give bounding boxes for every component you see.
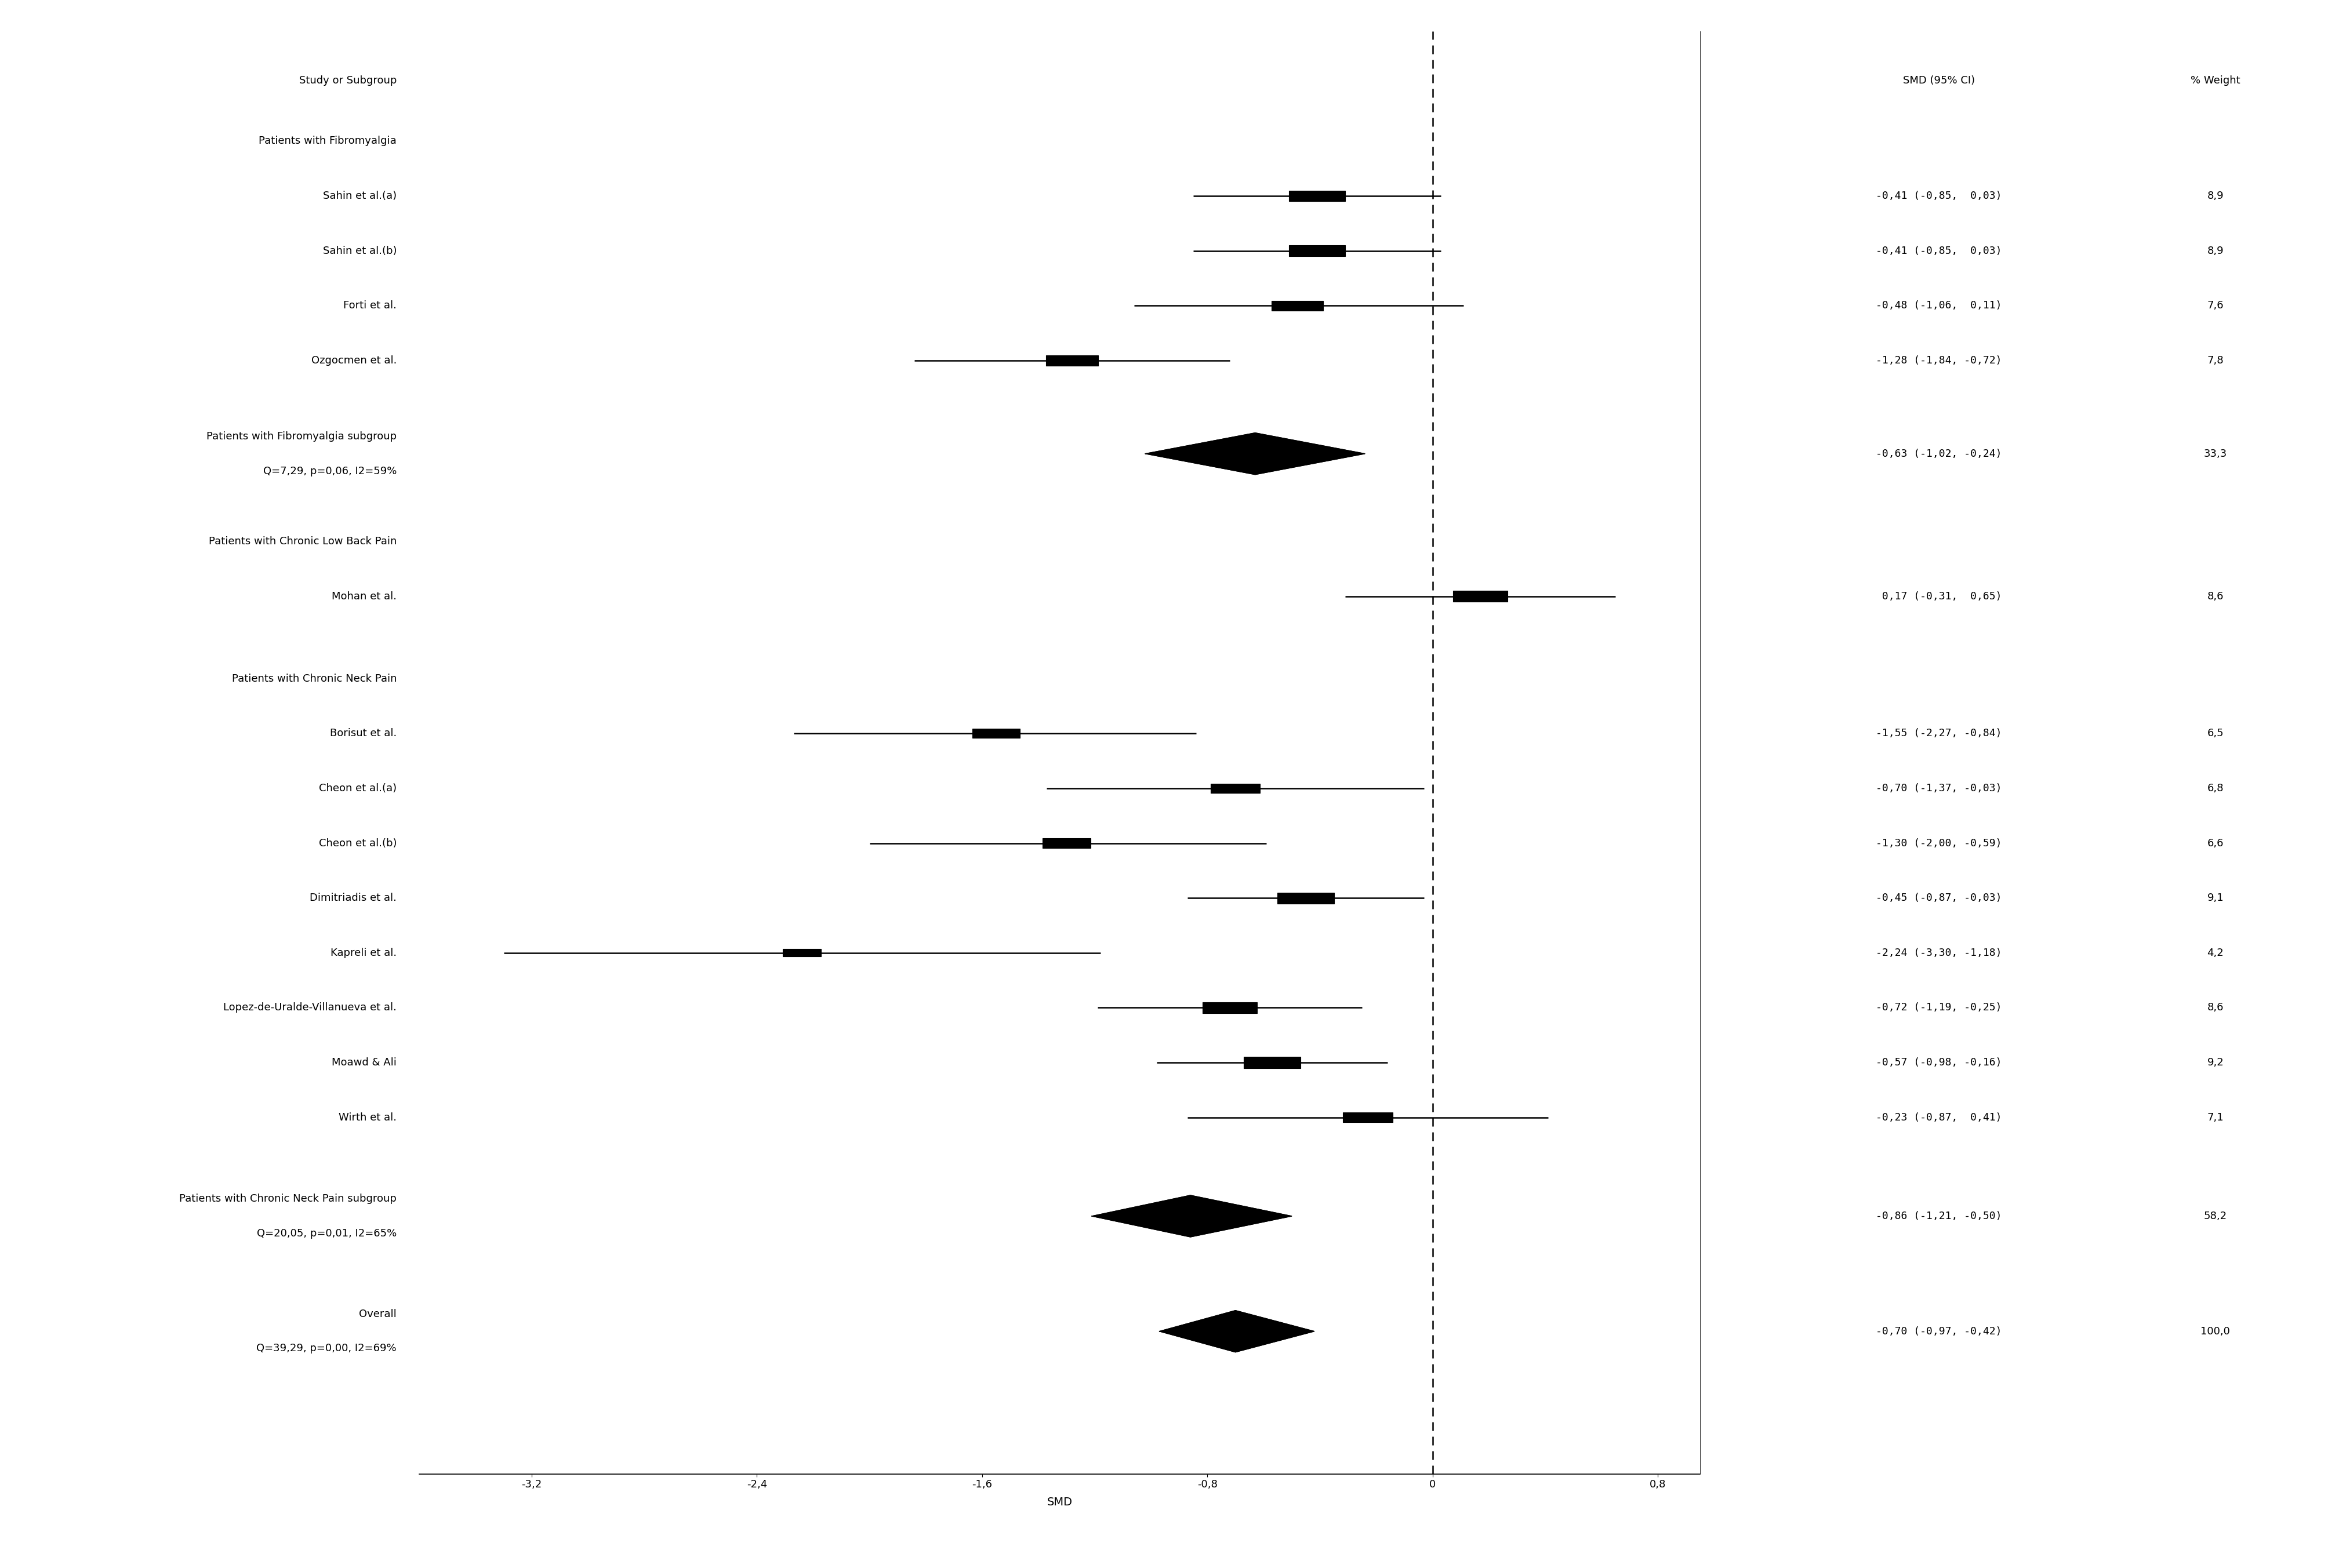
Text: -0,72 (-1,19, -0,25): -0,72 (-1,19, -0,25) (1876, 1002, 2002, 1013)
Text: 4,2: 4,2 (2207, 947, 2223, 958)
Text: Ozgocmen et al.: Ozgocmen et al. (312, 356, 396, 365)
Bar (1211, 784, 1259, 793)
Text: -1,30 (-2,00, -0,59): -1,30 (-2,00, -0,59) (1876, 837, 2002, 848)
Bar (1453, 591, 1509, 602)
Text: Patients with Chronic Low Back Pain: Patients with Chronic Low Back Pain (210, 536, 396, 547)
Text: 7,8: 7,8 (2207, 356, 2223, 365)
Text: 100,0: 100,0 (2200, 1327, 2230, 1336)
Text: Cheon et al.(a): Cheon et al.(a) (319, 782, 396, 793)
Text: Patients with Fibromyalgia subgroup: Patients with Fibromyalgia subgroup (207, 431, 396, 442)
Bar (1290, 190, 1346, 201)
Text: -0,45 (-0,87, -0,03): -0,45 (-0,87, -0,03) (1876, 892, 2002, 903)
Text: Patients with Chronic Neck Pain: Patients with Chronic Neck Pain (230, 673, 396, 684)
Text: 58,2: 58,2 (2202, 1210, 2226, 1221)
Text: -1,55 (-2,27, -0,84): -1,55 (-2,27, -0,84) (1876, 728, 2002, 739)
Text: -2,24 (-3,30, -1,18): -2,24 (-3,30, -1,18) (1876, 947, 2002, 958)
Text: -0,41 (-0,85,  0,03): -0,41 (-0,85, 0,03) (1876, 246, 2002, 256)
Text: Q=7,29, p=0,06, I2=59%: Q=7,29, p=0,06, I2=59% (263, 466, 396, 477)
Text: Q=20,05, p=0,01, I2=65%: Q=20,05, p=0,01, I2=65% (256, 1228, 396, 1239)
Text: Lopez-de-Uralde-Villanueva et al.: Lopez-de-Uralde-Villanueva et al. (223, 1002, 396, 1013)
Text: -0,70 (-1,37, -0,03): -0,70 (-1,37, -0,03) (1876, 782, 2002, 793)
Text: 7,1: 7,1 (2207, 1112, 2223, 1123)
Text: 8,9: 8,9 (2207, 191, 2223, 201)
Bar (1271, 301, 1322, 310)
Text: -1,28 (-1,84, -0,72): -1,28 (-1,84, -0,72) (1876, 356, 2002, 365)
Text: -0,70 (-0,97, -0,42): -0,70 (-0,97, -0,42) (1876, 1327, 2002, 1336)
Text: Sahin et al.(b): Sahin et al.(b) (324, 246, 396, 256)
Polygon shape (1092, 1195, 1292, 1237)
Text: Sahin et al.(a): Sahin et al.(a) (324, 191, 396, 201)
Text: 7,6: 7,6 (2207, 301, 2223, 310)
Bar (1201, 1002, 1257, 1013)
Polygon shape (1145, 433, 1364, 475)
Text: Dimitriadis et al.: Dimitriadis et al. (310, 892, 396, 903)
Text: 6,8: 6,8 (2207, 782, 2223, 793)
Text: 8,6: 8,6 (2207, 1002, 2223, 1013)
Bar (782, 949, 822, 956)
Text: Wirth et al.: Wirth et al. (338, 1112, 396, 1123)
Text: -0,86 (-1,21, -0,50): -0,86 (-1,21, -0,50) (1876, 1210, 2002, 1221)
Text: Moawd & Ali: Moawd & Ali (331, 1057, 396, 1068)
Text: Overall: Overall (359, 1309, 396, 1319)
Text: -0,23 (-0,87,  0,41): -0,23 (-0,87, 0,41) (1876, 1112, 2002, 1123)
Polygon shape (1159, 1311, 1313, 1352)
Text: 33,3: 33,3 (2202, 448, 2226, 459)
Bar (1278, 892, 1334, 903)
Bar (1043, 839, 1090, 848)
Text: 0,17 (-0,31,  0,65): 0,17 (-0,31, 0,65) (1876, 591, 2002, 602)
Bar (1045, 356, 1099, 365)
Text: 8,9: 8,9 (2207, 246, 2223, 256)
Text: Mohan et al.: Mohan et al. (331, 591, 396, 602)
Text: 9,2: 9,2 (2207, 1057, 2223, 1068)
Text: 8,6: 8,6 (2207, 591, 2223, 602)
X-axis label: SMD: SMD (1048, 1496, 1071, 1507)
Bar (1343, 1113, 1392, 1123)
Text: 6,6: 6,6 (2207, 837, 2223, 848)
Bar (1290, 245, 1346, 256)
Text: -0,41 (-0,85,  0,03): -0,41 (-0,85, 0,03) (1876, 191, 2002, 201)
Text: Kapreli et al.: Kapreli et al. (331, 947, 396, 958)
Text: -0,48 (-1,06,  0,11): -0,48 (-1,06, 0,11) (1876, 301, 2002, 310)
Text: 9,1: 9,1 (2207, 892, 2223, 903)
Text: % Weight: % Weight (2191, 75, 2240, 86)
Text: Patients with Fibromyalgia: Patients with Fibromyalgia (258, 136, 396, 146)
Text: -0,63 (-1,02, -0,24): -0,63 (-1,02, -0,24) (1876, 448, 2002, 459)
Text: Study or Subgroup: Study or Subgroup (298, 75, 396, 86)
Bar (973, 729, 1020, 739)
Text: Cheon et al.(b): Cheon et al.(b) (319, 837, 396, 848)
Text: Patients with Chronic Neck Pain subgroup: Patients with Chronic Neck Pain subgroup (179, 1193, 396, 1204)
Text: Forti et al.: Forti et al. (342, 301, 396, 310)
Text: SMD (95% CI): SMD (95% CI) (1902, 75, 1974, 86)
Text: 6,5: 6,5 (2207, 728, 2223, 739)
Text: -0,57 (-0,98, -0,16): -0,57 (-0,98, -0,16) (1876, 1057, 2002, 1068)
Text: Q=39,29, p=0,00, I2=69%: Q=39,29, p=0,00, I2=69% (256, 1344, 396, 1353)
Text: Borisut et al.: Borisut et al. (331, 728, 396, 739)
Bar (1243, 1057, 1299, 1068)
